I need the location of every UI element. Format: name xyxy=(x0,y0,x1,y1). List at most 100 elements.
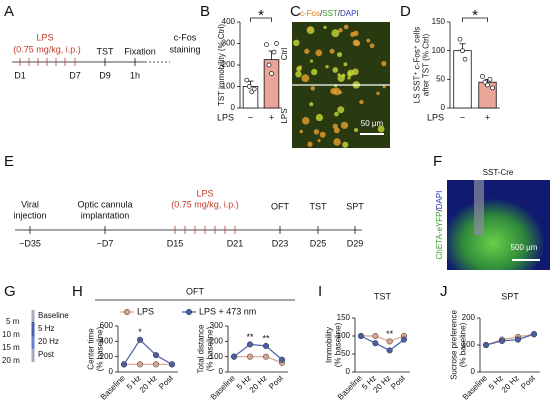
cell xyxy=(329,48,335,54)
x-tick-label: 20 Hz xyxy=(138,374,159,395)
y-tick-label: 100 xyxy=(210,352,224,361)
cell xyxy=(315,49,323,57)
data-point xyxy=(269,71,274,76)
time-label: 10 m xyxy=(2,330,20,339)
series-line xyxy=(360,335,405,352)
y-tick-label: 0 xyxy=(471,367,476,376)
y-tick-label: 200 xyxy=(100,352,114,361)
x-tick-label: Post xyxy=(267,373,285,391)
lps-label: LPS xyxy=(196,188,213,198)
cell xyxy=(293,39,300,47)
image-f: SST-Cre ChETA-eYFP/DAPI 500 μm xyxy=(435,168,550,270)
cell xyxy=(333,138,341,146)
data-point xyxy=(498,337,506,345)
y-tick-label: 150 xyxy=(432,17,446,26)
x-tick-label: Post xyxy=(389,373,407,391)
y-tick-label: 200 xyxy=(210,336,224,345)
y-tick-label: 400 xyxy=(100,336,114,345)
y-axis-label: (% baseline) xyxy=(459,322,468,367)
timeline-e: Viral injection Optic cannula implantati… xyxy=(13,188,364,248)
y-tick-label: 200 xyxy=(222,60,236,69)
data-point xyxy=(372,340,379,347)
data-point xyxy=(482,79,488,85)
y-tick-label: 0 xyxy=(231,103,236,112)
day-label: D7 xyxy=(69,70,81,80)
x-tick-label: Post xyxy=(157,373,175,391)
data-point xyxy=(386,347,393,354)
cell xyxy=(296,66,302,72)
data-point xyxy=(230,353,238,360)
cell xyxy=(351,68,359,76)
y-tick-label: 0 xyxy=(219,367,224,376)
x-tick-label: Post xyxy=(519,373,537,391)
event-label: SPT xyxy=(346,201,364,211)
data-point xyxy=(152,352,160,359)
day-label: −D7 xyxy=(97,238,114,248)
y-tick-label: 100 xyxy=(222,82,236,91)
bar xyxy=(453,50,472,109)
y-tick-label: 100 xyxy=(432,46,446,55)
cell xyxy=(317,139,321,143)
x-tick-label: Baseline xyxy=(336,373,364,401)
cell xyxy=(304,48,310,54)
series-line xyxy=(361,335,405,343)
day-label: D15 xyxy=(167,238,184,248)
y-tick-label: 50 xyxy=(436,74,445,83)
cell xyxy=(332,67,339,73)
x-axis-label: LPS xyxy=(427,112,444,122)
time-label: 5 m xyxy=(6,317,20,326)
cell xyxy=(381,61,387,67)
y-tick-label: 0 xyxy=(109,367,114,376)
cell xyxy=(309,102,314,107)
panel-label: G xyxy=(4,283,16,300)
event-label: c-Fos xyxy=(174,32,197,42)
event-label: Fixation xyxy=(124,46,156,56)
row-label: LPS xyxy=(280,108,289,123)
cell xyxy=(343,24,349,30)
data-point xyxy=(400,336,408,343)
time-label: 20 m xyxy=(2,356,20,365)
day-label: D9 xyxy=(99,70,111,80)
stain: ChETA-eYFP xyxy=(435,212,444,260)
data-point xyxy=(278,356,286,363)
y-axis-label: LS SST⁺ c-Fos⁺ cells xyxy=(413,27,422,103)
panel-label: C xyxy=(290,3,301,20)
legend-label: LPS + 473 nm xyxy=(199,306,256,316)
data-point xyxy=(266,62,272,68)
stain: SST xyxy=(322,9,338,18)
cell xyxy=(337,74,345,82)
stain-label: c-Fos/SST/DAPI xyxy=(300,9,359,18)
significance-label: * xyxy=(472,7,478,24)
series-line xyxy=(485,333,535,346)
annotation: * xyxy=(138,327,142,337)
data-point xyxy=(490,85,495,91)
lps-ticks xyxy=(174,226,236,234)
x-tick-label: + xyxy=(485,112,490,122)
y-tick-label: 100 xyxy=(337,331,351,340)
data-point xyxy=(168,361,176,368)
y-tick-label: 200 xyxy=(462,313,476,322)
cell xyxy=(319,131,326,138)
data-point xyxy=(482,341,490,349)
x-axis-label: LPS xyxy=(217,112,234,122)
data-point xyxy=(246,84,252,89)
cell xyxy=(342,141,349,148)
day-label: D21 xyxy=(227,238,244,248)
time-label: 15 m xyxy=(2,343,20,352)
cell xyxy=(366,38,371,43)
cell xyxy=(313,129,320,135)
phase-label: Baseline xyxy=(38,311,69,320)
cannula xyxy=(474,180,484,235)
x-tick-label: Baseline xyxy=(99,373,127,401)
series-line xyxy=(123,338,173,365)
cell xyxy=(309,59,314,63)
data-point xyxy=(246,341,254,348)
annotation: ** xyxy=(386,329,394,339)
data-point xyxy=(271,49,277,55)
x-tick-label: − xyxy=(248,112,253,122)
cell xyxy=(334,111,339,117)
y-axis-label: TST immobility (% Ctrl) xyxy=(217,24,226,106)
phase-label: Post xyxy=(38,350,55,359)
data-point xyxy=(251,86,257,92)
micrograph xyxy=(447,180,550,270)
